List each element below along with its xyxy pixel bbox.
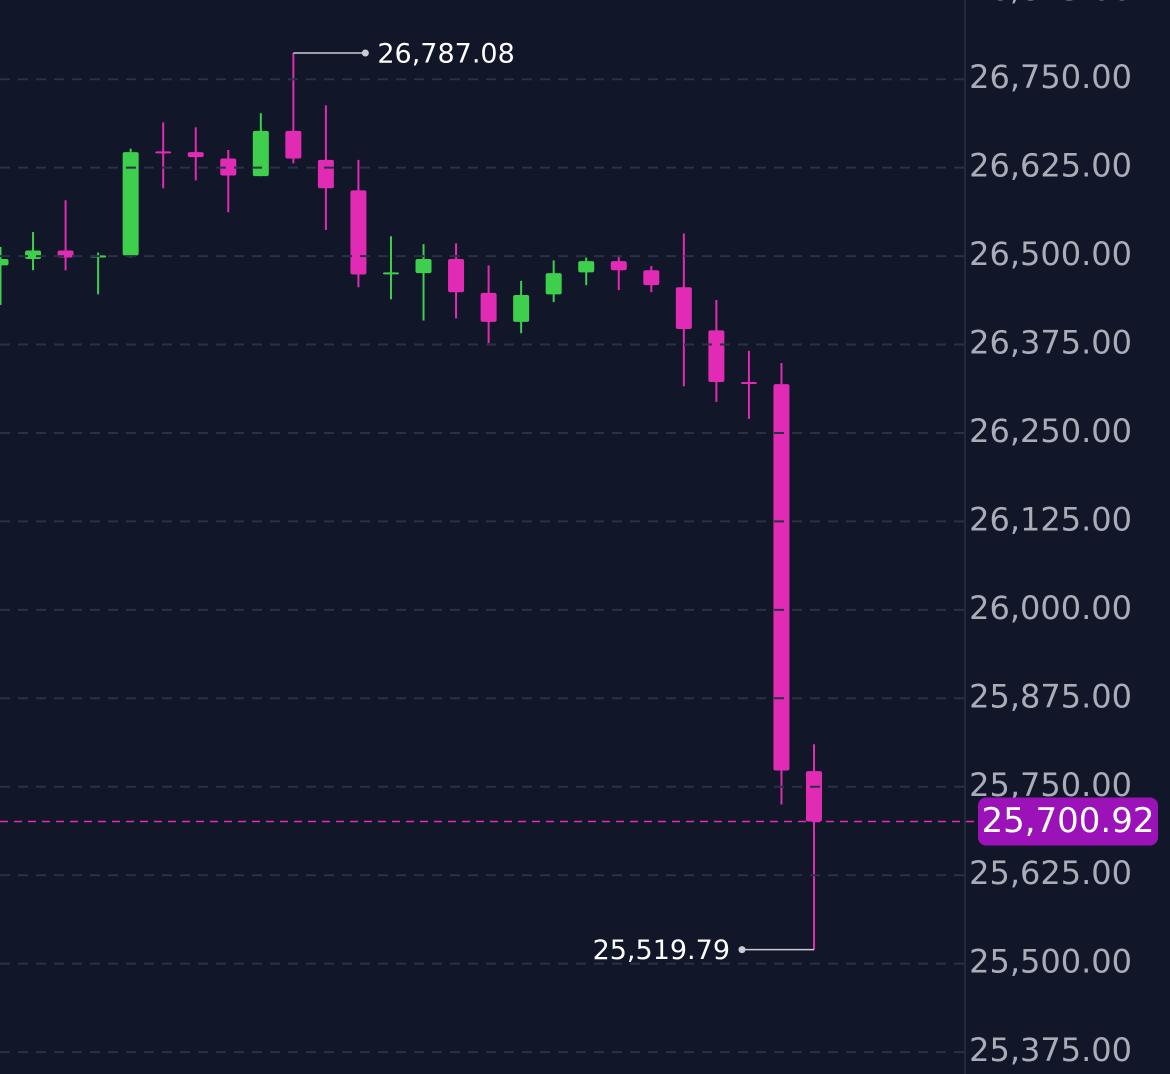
high-label: 26,787.08 xyxy=(377,39,514,70)
candle-body xyxy=(155,151,172,154)
candle-body xyxy=(350,190,367,275)
y-tick-label: 26,500.00 xyxy=(969,235,1132,273)
candle-body xyxy=(285,130,302,159)
candle-body xyxy=(252,130,269,177)
candle-body xyxy=(25,250,42,259)
y-tick-label: 26,875.00 xyxy=(969,0,1132,8)
candle-body xyxy=(187,152,204,158)
candle-body xyxy=(0,258,9,266)
high-dot xyxy=(361,49,369,57)
candle-body xyxy=(317,159,334,189)
low-dot xyxy=(738,946,746,954)
y-tick-label: 25,375.00 xyxy=(969,1031,1132,1069)
last-price-label: 25,700.92 xyxy=(981,801,1154,841)
y-tick-label: 25,625.00 xyxy=(969,854,1132,892)
candle-body xyxy=(480,292,497,322)
last-price-tag xyxy=(978,797,1158,846)
candle-body xyxy=(220,158,237,176)
candle-body xyxy=(643,270,660,286)
y-tick-label: 26,750.00 xyxy=(969,58,1132,96)
candle-body xyxy=(806,771,822,822)
candle-body xyxy=(545,273,562,295)
y-tick-label: 26,625.00 xyxy=(969,147,1132,185)
y-tick-label: 26,000.00 xyxy=(969,589,1132,627)
candle-body xyxy=(740,382,757,385)
y-tick-label: 26,375.00 xyxy=(969,324,1132,362)
candle-body xyxy=(382,272,399,275)
y-tick-label: 25,500.00 xyxy=(969,943,1132,981)
candle-body xyxy=(122,152,139,256)
candle-body xyxy=(415,258,432,274)
candle-body xyxy=(578,261,595,273)
y-tick-label: 25,750.00 xyxy=(969,766,1132,804)
y-tick-label: 25,875.00 xyxy=(969,677,1132,715)
y-tick-label: 26,250.00 xyxy=(969,412,1132,450)
candle-body xyxy=(675,287,692,329)
candle-body xyxy=(773,384,790,771)
candle-body xyxy=(448,258,465,293)
candle-body xyxy=(513,295,530,322)
candle-body xyxy=(610,261,627,271)
candle-body xyxy=(708,330,725,383)
low-label: 25,519.79 xyxy=(593,935,730,966)
y-tick-label: 26,125.00 xyxy=(969,500,1132,538)
